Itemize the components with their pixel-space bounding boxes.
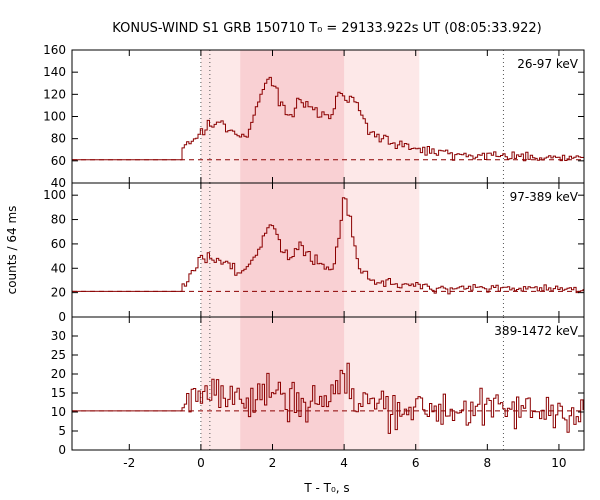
energy-band-label: 389-1472 keV xyxy=(494,324,578,338)
y-tick-label: 15 xyxy=(51,386,66,400)
shaded-interval-dark xyxy=(240,183,345,317)
lightcurve-series xyxy=(72,197,584,295)
y-tick-label: 100 xyxy=(43,110,66,124)
y-tick-label: 5 xyxy=(58,424,66,438)
panel-frame xyxy=(71,316,585,451)
y-tick-label: 60 xyxy=(51,237,66,251)
y-tick-label: 100 xyxy=(43,188,66,202)
x-tick-label: 6 xyxy=(412,456,420,470)
y-tick-label: 0 xyxy=(58,443,66,457)
panel-2: 0 20 40 60 80 100 97-389 keV xyxy=(43,182,585,324)
y-tick-label: 20 xyxy=(51,367,66,381)
y-tick-label: 60 xyxy=(51,154,66,168)
chart-title: KONUS-WIND S1 GRB 150710 T₀ = 29133.922s… xyxy=(112,21,541,36)
y-tick-label: 160 xyxy=(43,43,66,57)
y-tick-label: 80 xyxy=(51,213,66,227)
lightcurve-series xyxy=(72,76,584,162)
y-tick-label: 40 xyxy=(51,176,66,190)
energy-band-label: 97-389 keV xyxy=(510,190,579,204)
y-tick-label: 25 xyxy=(51,348,66,362)
y-tick-label: 40 xyxy=(51,261,66,275)
x-tick-label: 2 xyxy=(269,456,277,470)
y-tick-label: 120 xyxy=(43,87,66,101)
energy-band-label: 26-97 keV xyxy=(517,57,579,71)
x-tick-label: 0 xyxy=(197,456,205,470)
lightcurve-series xyxy=(72,362,584,434)
x-tick-label: 4 xyxy=(340,456,348,470)
y-axis-title: counts / 64 ms xyxy=(5,206,19,295)
y-tick-label: 140 xyxy=(43,65,66,79)
panel-1: 40 60 80 100 120 140 160 26-97 keV xyxy=(43,43,585,190)
y-tick-label: 80 xyxy=(51,132,66,146)
y-tick-label: 10 xyxy=(51,405,66,419)
x-axis-title: T - T₀, s xyxy=(303,481,349,495)
x-tick-label: 10 xyxy=(551,456,566,470)
panel-3: 0 5 10 15 20 25 30 -2 0 2 4 6 8 10 389-1472 keV xyxy=(51,316,585,470)
x-tick-label: -2 xyxy=(123,456,135,470)
y-tick-label: 20 xyxy=(51,286,66,300)
x-tick-label: 8 xyxy=(484,456,492,470)
y-tick-label: 0 xyxy=(58,310,66,324)
y-tick-label: 30 xyxy=(51,329,66,343)
